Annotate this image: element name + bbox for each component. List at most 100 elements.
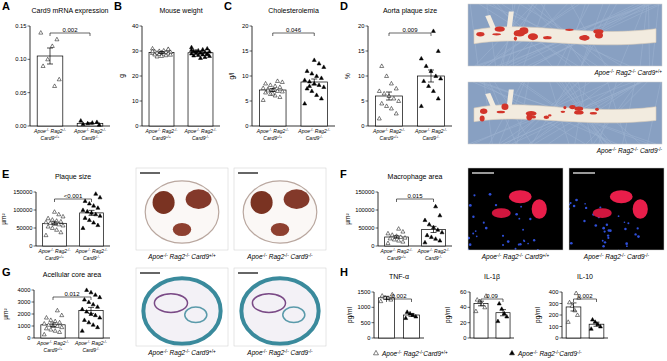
nucleus	[607, 237, 609, 239]
error-cap	[500, 315, 506, 316]
point	[480, 302, 484, 306]
image-caption: Apoe-/- Rag2-/- Card9+/+	[593, 69, 662, 77]
point	[50, 218, 54, 222]
tick-label: 0	[371, 243, 374, 249]
nucleus	[469, 204, 472, 207]
error-cap	[88, 307, 94, 308]
error-line	[573, 303, 574, 311]
point	[96, 325, 100, 329]
background	[468, 168, 563, 250]
error-cap	[50, 323, 56, 324]
error-line	[433, 226, 434, 232]
tick	[468, 307, 471, 308]
branch	[485, 15, 496, 30]
error-cap	[431, 232, 437, 233]
category-label: Apoe-/- Rag2-/-Card9+/+	[256, 128, 290, 141]
point	[42, 332, 46, 336]
tick	[250, 101, 253, 102]
point	[392, 96, 396, 100]
error-bar	[50, 323, 56, 327]
p-bracket	[50, 33, 90, 36]
nucleus	[515, 213, 518, 216]
macrophage	[610, 190, 633, 203]
error-cap	[478, 305, 484, 306]
tick	[32, 302, 35, 303]
error-bar	[159, 52, 165, 54]
panel: IL-10pg/ml01002003004000.002	[534, 273, 608, 341]
lesion	[544, 116, 550, 119]
category-label: Apoe-/- Rag2-/-Card9+/+	[38, 248, 72, 261]
tick	[140, 101, 143, 102]
nucleus	[637, 235, 640, 238]
error-cap	[47, 64, 53, 65]
tick	[32, 338, 35, 339]
point	[55, 228, 59, 232]
point	[566, 320, 570, 324]
title: Plaque size	[55, 173, 91, 181]
image-caption: Apoe-/- Rag2-/- Card9+/+	[147, 253, 216, 261]
nucleus	[518, 244, 520, 246]
category-label: Apoe-/- Rag2-/-Card9-/-	[73, 128, 107, 141]
lesion	[543, 36, 552, 39]
point	[425, 233, 429, 237]
point	[388, 236, 392, 240]
tick	[32, 314, 35, 315]
nucleus	[594, 224, 597, 227]
nucleus	[624, 228, 627, 231]
point	[98, 214, 102, 218]
point	[431, 89, 435, 93]
point	[46, 216, 50, 220]
tick	[28, 92, 31, 93]
frame	[234, 168, 326, 250]
tick-label: 40	[460, 304, 466, 310]
point	[168, 53, 172, 57]
micrograph-content	[234, 268, 326, 346]
nucleus	[523, 239, 525, 241]
tick	[560, 303, 563, 304]
error-cap	[409, 313, 415, 314]
point	[317, 83, 321, 87]
tick-label: 100	[549, 324, 559, 330]
p-value: 0.002	[62, 27, 78, 33]
point	[207, 49, 211, 53]
tick-label: 15	[242, 48, 248, 54]
point	[166, 47, 170, 51]
point	[276, 79, 280, 83]
tick	[140, 76, 143, 77]
category-label: Apoe-/- Rag2-/-Card9-/-	[75, 248, 109, 261]
tick	[366, 51, 369, 52]
point	[322, 85, 326, 89]
tick	[366, 76, 369, 77]
nucleus	[583, 220, 585, 222]
point	[386, 241, 390, 245]
error-bar	[594, 322, 600, 326]
y-axis	[378, 192, 379, 246]
nucleus	[489, 193, 492, 196]
error-cap	[52, 224, 58, 225]
background	[468, 4, 662, 66]
nucleus	[495, 204, 497, 206]
point	[422, 79, 426, 83]
point	[431, 29, 435, 33]
tick-label: 60	[460, 289, 466, 295]
point	[322, 65, 326, 69]
point	[261, 86, 265, 90]
point	[423, 218, 427, 222]
error-line	[396, 236, 397, 239]
panel: BMouse weightg010203040Apoe-/- Rag2-/-Ca…	[114, 0, 220, 141]
panel: GAcellular core areaµm²01000200030004000…	[2, 266, 110, 353]
point	[575, 313, 579, 317]
plot-area	[376, 29, 445, 126]
tick	[34, 210, 37, 211]
point	[401, 240, 405, 244]
nucleus	[524, 240, 526, 242]
error-cap	[428, 82, 434, 83]
tick-label: 40	[132, 23, 138, 29]
nucleus	[473, 194, 475, 196]
axis-title: pg/ml	[346, 307, 354, 323]
error-line	[200, 52, 201, 55]
error-cap	[394, 238, 400, 239]
micrograph	[468, 82, 662, 144]
tick	[560, 326, 563, 327]
core	[252, 294, 285, 313]
